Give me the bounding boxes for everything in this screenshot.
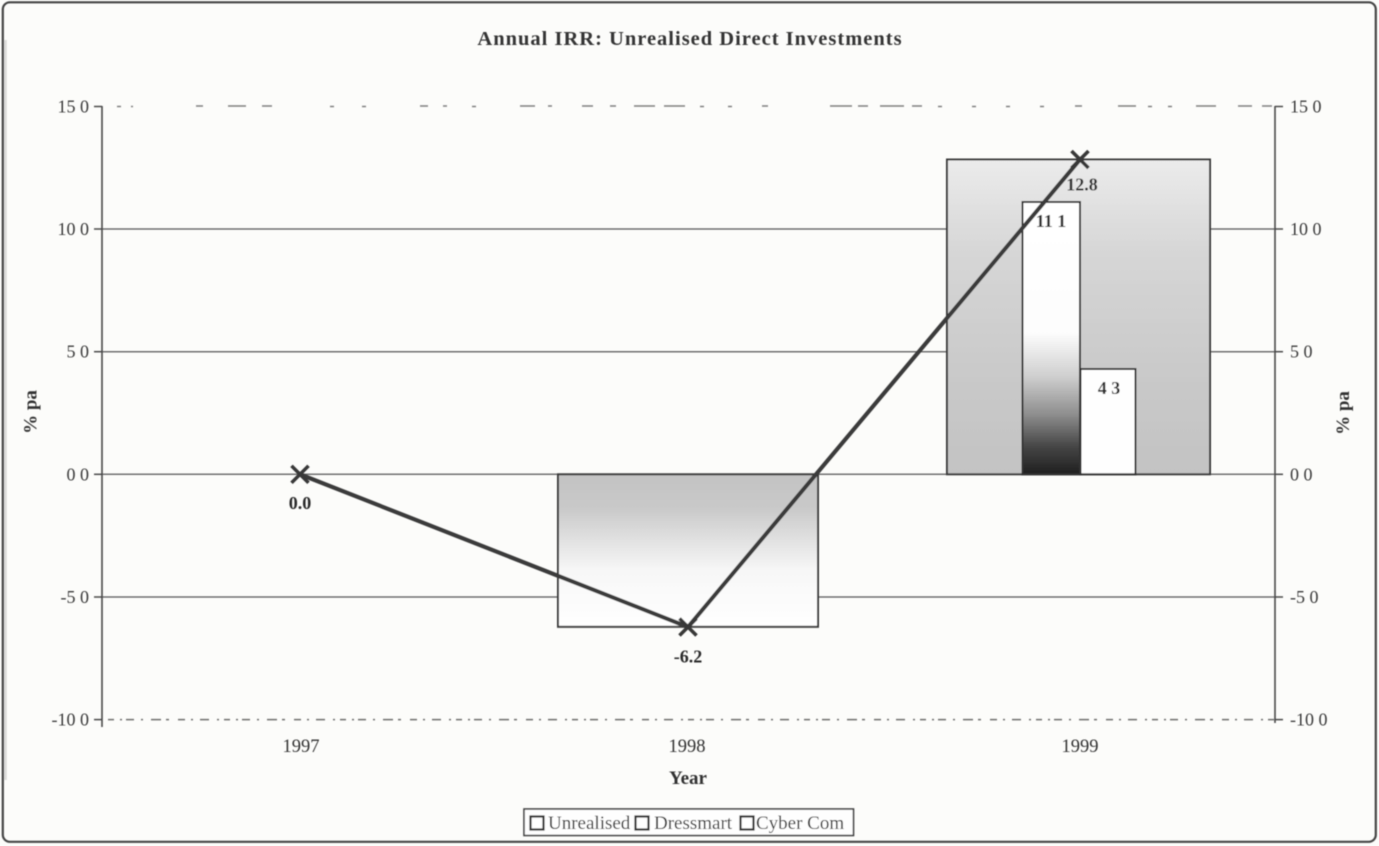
svg-text:Unrealised: Unrealised: [548, 813, 631, 834]
svg-text:11 1: 11 1: [1036, 211, 1067, 231]
svg-text:-10 0: -10 0: [52, 710, 90, 730]
svg-text:-5 0: -5 0: [61, 587, 90, 607]
svg-text:0 0: 0 0: [1290, 464, 1313, 484]
svg-text:Annual IRR: Unrealised Direct: Annual IRR: Unrealised Direct Investment…: [477, 28, 902, 50]
svg-text:5 0: 5 0: [67, 342, 90, 362]
svg-text:12.8: 12.8: [1066, 175, 1098, 195]
svg-text:-6.2: -6.2: [674, 647, 703, 667]
svg-text:1998: 1998: [669, 737, 706, 757]
svg-text:% pa: % pa: [21, 390, 42, 434]
svg-text:-5 0: -5 0: [1290, 587, 1319, 607]
svg-text:% pa: % pa: [1333, 391, 1354, 435]
svg-text:0.0: 0.0: [289, 493, 312, 513]
svg-text:Year: Year: [669, 768, 708, 789]
svg-text:-10 0: -10 0: [1290, 710, 1328, 730]
svg-text:1999: 1999: [1062, 737, 1099, 757]
svg-text:15 0: 15 0: [1290, 97, 1322, 117]
svg-text:10 0: 10 0: [58, 219, 90, 239]
svg-text:10 0: 10 0: [1290, 219, 1322, 239]
svg-text:0 0: 0 0: [67, 464, 90, 484]
svg-text:5 0: 5 0: [1290, 342, 1313, 362]
svg-text:1997: 1997: [283, 737, 320, 757]
svg-text:4 3: 4 3: [1098, 378, 1121, 398]
svg-text:15 0: 15 0: [58, 97, 90, 117]
svg-text:Dressmart: Dressmart: [654, 813, 733, 834]
svg-text:Cyber Com: Cyber Com: [756, 813, 844, 834]
